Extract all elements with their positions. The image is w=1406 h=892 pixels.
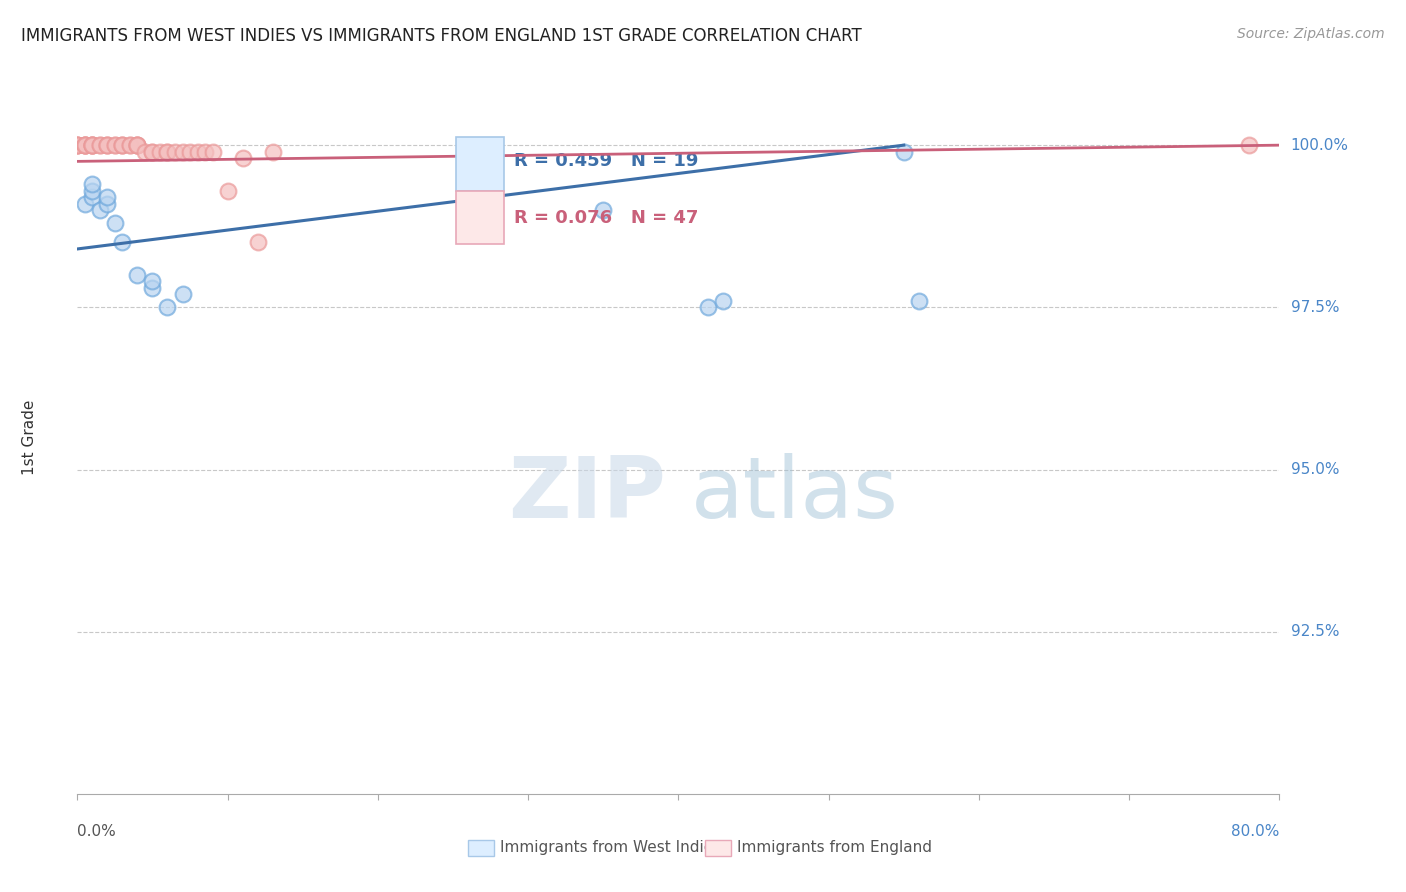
FancyBboxPatch shape bbox=[456, 137, 505, 191]
Point bbox=[89, 138, 111, 153]
Point bbox=[201, 145, 224, 159]
Point bbox=[127, 138, 149, 153]
Point bbox=[82, 184, 104, 198]
Point bbox=[217, 184, 239, 198]
Text: Immigrants from West Indies: Immigrants from West Indies bbox=[501, 840, 721, 855]
Text: 80.0%: 80.0% bbox=[1232, 824, 1279, 839]
Point bbox=[73, 138, 96, 153]
Point bbox=[96, 190, 118, 204]
Point bbox=[697, 301, 720, 315]
Point bbox=[96, 138, 118, 153]
Point bbox=[1239, 138, 1261, 153]
Text: Immigrants from England: Immigrants from England bbox=[737, 840, 932, 855]
Point bbox=[172, 287, 194, 301]
Point bbox=[73, 138, 96, 153]
Point bbox=[104, 138, 127, 153]
Point bbox=[82, 138, 104, 153]
Point bbox=[156, 145, 179, 159]
Point bbox=[111, 138, 134, 153]
FancyBboxPatch shape bbox=[704, 840, 731, 856]
Point bbox=[73, 138, 96, 153]
Point bbox=[179, 145, 201, 159]
Text: 92.5%: 92.5% bbox=[1291, 624, 1339, 640]
Point bbox=[111, 138, 134, 153]
Point bbox=[127, 138, 149, 153]
Point bbox=[592, 202, 614, 217]
Point bbox=[82, 190, 104, 204]
Point bbox=[82, 138, 104, 153]
Point bbox=[232, 151, 254, 165]
Point bbox=[96, 138, 118, 153]
Point bbox=[66, 138, 89, 153]
Point bbox=[82, 138, 104, 153]
Point bbox=[246, 235, 269, 250]
Text: atlas: atlas bbox=[690, 452, 898, 536]
Point bbox=[127, 138, 149, 153]
Point bbox=[82, 138, 104, 153]
Text: 100.0%: 100.0% bbox=[1291, 137, 1348, 153]
Text: ZIP: ZIP bbox=[509, 452, 666, 536]
Point bbox=[73, 196, 96, 211]
Point bbox=[96, 196, 118, 211]
Point bbox=[156, 145, 179, 159]
Point bbox=[96, 138, 118, 153]
Point bbox=[89, 202, 111, 217]
Text: 95.0%: 95.0% bbox=[1291, 462, 1339, 477]
Text: Source: ZipAtlas.com: Source: ZipAtlas.com bbox=[1237, 27, 1385, 41]
Point bbox=[82, 177, 104, 191]
Point bbox=[141, 145, 163, 159]
Text: R = 0.459   N = 19: R = 0.459 N = 19 bbox=[513, 152, 697, 169]
Point bbox=[127, 268, 149, 282]
Point bbox=[172, 145, 194, 159]
Point bbox=[156, 301, 179, 315]
Point bbox=[118, 138, 141, 153]
Point bbox=[89, 138, 111, 153]
Point bbox=[73, 138, 96, 153]
Point bbox=[127, 138, 149, 153]
Point bbox=[893, 145, 915, 159]
Point bbox=[141, 281, 163, 295]
Point bbox=[134, 145, 156, 159]
Point bbox=[141, 274, 163, 288]
Text: R = 0.076   N = 47: R = 0.076 N = 47 bbox=[513, 209, 697, 227]
Point bbox=[118, 138, 141, 153]
Point bbox=[66, 138, 89, 153]
Point bbox=[262, 145, 284, 159]
Point bbox=[111, 138, 134, 153]
Point bbox=[104, 216, 127, 230]
FancyBboxPatch shape bbox=[456, 191, 505, 244]
Point bbox=[186, 145, 209, 159]
Point bbox=[82, 138, 104, 153]
Point bbox=[163, 145, 186, 159]
Text: 97.5%: 97.5% bbox=[1291, 300, 1339, 315]
Text: 1st Grade: 1st Grade bbox=[21, 400, 37, 475]
Point bbox=[66, 138, 89, 153]
Point bbox=[908, 293, 931, 308]
Point bbox=[66, 138, 89, 153]
Point bbox=[111, 235, 134, 250]
Point bbox=[194, 145, 217, 159]
Point bbox=[149, 145, 172, 159]
Point bbox=[73, 138, 96, 153]
FancyBboxPatch shape bbox=[468, 840, 495, 856]
Text: 0.0%: 0.0% bbox=[77, 824, 117, 839]
Text: IMMIGRANTS FROM WEST INDIES VS IMMIGRANTS FROM ENGLAND 1ST GRADE CORRELATION CHA: IMMIGRANTS FROM WEST INDIES VS IMMIGRANT… bbox=[21, 27, 862, 45]
Point bbox=[713, 293, 735, 308]
Point bbox=[141, 145, 163, 159]
Point bbox=[104, 138, 127, 153]
